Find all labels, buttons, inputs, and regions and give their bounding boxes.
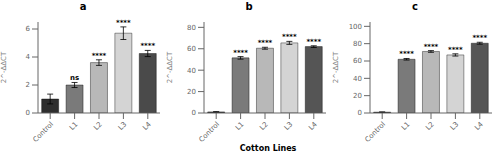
svg-text:40: 40 bbox=[187, 67, 196, 75]
svg-text:L1: L1 bbox=[234, 120, 246, 132]
svg-text:****: **** bbox=[282, 33, 297, 41]
html-text:a: a bbox=[79, 1, 87, 12]
svg-text:0: 0 bbox=[358, 109, 362, 117]
html-text:c: c bbox=[412, 1, 418, 12]
svg-text:60: 60 bbox=[187, 45, 196, 53]
html-text:Cotton Lines: Cotton Lines bbox=[239, 144, 297, 153]
svg-text:40: 40 bbox=[353, 75, 362, 83]
svg-text:****: **** bbox=[140, 42, 155, 50]
svg-text:****: **** bbox=[116, 19, 131, 27]
svg-text:L2: L2 bbox=[92, 120, 104, 132]
svg-text:Control: Control bbox=[198, 120, 222, 143]
svg-text:0: 0 bbox=[26, 109, 30, 117]
svg-text:2^-ΔΔCT: 2^-ΔΔCT bbox=[332, 51, 340, 83]
svg-text:L3: L3 bbox=[117, 120, 129, 132]
svg-text:****: **** bbox=[472, 34, 487, 42]
svg-text:L4: L4 bbox=[141, 120, 153, 132]
svg-text:2^-ΔΔCT: 2^-ΔΔCT bbox=[166, 51, 174, 83]
svg-text:20: 20 bbox=[353, 92, 362, 100]
svg-text:20: 20 bbox=[187, 88, 196, 96]
svg-text:2: 2 bbox=[26, 81, 30, 89]
svg-text:L4: L4 bbox=[473, 120, 485, 132]
svg-text:80: 80 bbox=[187, 24, 196, 32]
svg-text:L2: L2 bbox=[258, 120, 270, 132]
svg-text:6: 6 bbox=[26, 25, 31, 33]
svg-text:Control: Control bbox=[364, 120, 388, 143]
svg-text:80: 80 bbox=[353, 40, 362, 48]
svg-text:L3: L3 bbox=[283, 120, 295, 132]
svg-text:****: **** bbox=[448, 46, 463, 54]
svg-text:0: 0 bbox=[192, 109, 196, 117]
svg-text:L1: L1 bbox=[68, 120, 80, 132]
svg-text:60: 60 bbox=[353, 57, 362, 65]
svg-text:L2: L2 bbox=[424, 120, 436, 132]
svg-text:****: **** bbox=[399, 50, 414, 58]
svg-text:****: **** bbox=[233, 49, 248, 57]
svg-text:Control: Control bbox=[32, 120, 56, 143]
svg-text:100: 100 bbox=[349, 23, 362, 31]
svg-text:****: **** bbox=[92, 52, 107, 60]
svg-text:L3: L3 bbox=[449, 120, 461, 132]
svg-text:2^-ΔΔCT: 2^-ΔΔCT bbox=[8, 51, 9, 83]
svg-text:****: **** bbox=[306, 38, 321, 46]
svg-text:ns: ns bbox=[70, 74, 79, 82]
svg-text:L4: L4 bbox=[307, 120, 319, 132]
svg-text:****: **** bbox=[424, 43, 439, 51]
html-text:b: b bbox=[245, 1, 253, 12]
svg-text:4: 4 bbox=[26, 53, 31, 61]
svg-text:****: **** bbox=[258, 39, 273, 47]
svg-text:L1: L1 bbox=[400, 120, 412, 132]
